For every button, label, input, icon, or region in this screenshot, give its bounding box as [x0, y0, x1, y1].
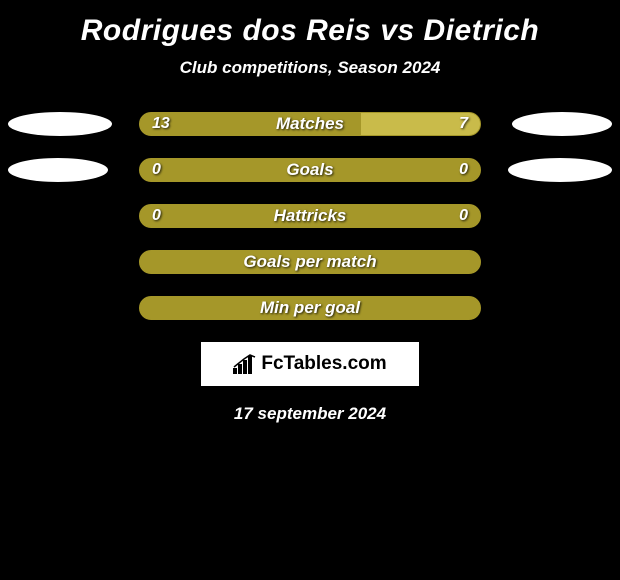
stat-value-right: 0 [459, 207, 468, 225]
stat-label: Min per goal [260, 298, 360, 318]
stat-value-left: 13 [152, 115, 170, 133]
stat-row: Goals per match [0, 250, 620, 274]
stat-value-right: 0 [459, 161, 468, 179]
player-left-ellipse [8, 112, 112, 136]
stat-row: 13 7 Matches [0, 112, 620, 136]
player-right-ellipse [512, 112, 612, 136]
date-text: 17 september 2024 [0, 386, 620, 424]
stat-value-left: 0 [152, 161, 161, 179]
stat-row: 0 0 Hattricks [0, 204, 620, 228]
stat-rows: 13 7 Matches 0 0 Goals 0 0 Hattricks Goals per ma… [0, 112, 620, 320]
stat-value-left: 0 [152, 207, 161, 225]
stat-label: Hattricks [274, 206, 347, 226]
stat-value-right: 7 [459, 115, 468, 133]
logo-box: FcTables.com [201, 342, 419, 386]
stat-bar: Min per goal [139, 296, 481, 320]
stat-label: Matches [276, 114, 344, 134]
comparison-infographic: Rodrigues dos Reis vs Dietrich Club comp… [0, 0, 620, 424]
stat-bar: 0 0 Goals [139, 158, 481, 182]
stat-bar: Goals per match [139, 250, 481, 274]
page-title: Rodrigues dos Reis vs Dietrich [0, 8, 620, 58]
player-right-ellipse [508, 158, 612, 182]
stat-bar: 0 0 Hattricks [139, 204, 481, 228]
page-subtitle: Club competitions, Season 2024 [0, 58, 620, 112]
stat-label: Goals per match [243, 252, 376, 272]
stat-label: Goals [286, 160, 333, 180]
stat-row: Min per goal [0, 296, 620, 320]
player-left-ellipse [8, 158, 108, 182]
logo-text: FcTables.com [261, 353, 386, 375]
stat-row: 0 0 Goals [0, 158, 620, 182]
stat-bar: 13 7 Matches [139, 112, 481, 136]
bar-chart-icon [233, 354, 257, 374]
